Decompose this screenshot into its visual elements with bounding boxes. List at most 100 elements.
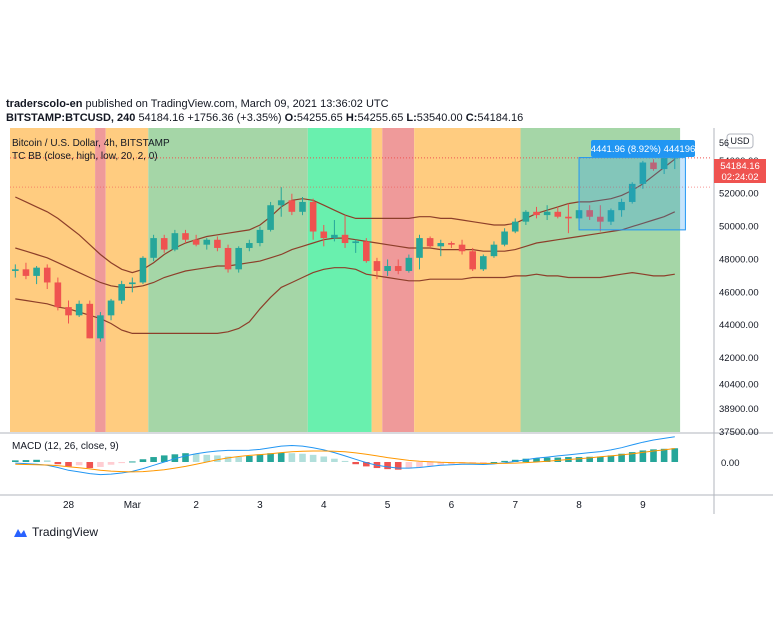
time-tick: 28	[63, 500, 75, 511]
l-label: L:	[406, 112, 417, 124]
macd-hist-bar	[309, 454, 317, 462]
candle-body	[182, 233, 189, 240]
macd-hist-bar	[597, 456, 604, 462]
macd-hist-bar	[203, 454, 211, 462]
candle-body	[639, 162, 647, 184]
measure-label-box	[591, 140, 695, 157]
time-tick: 4	[321, 500, 327, 511]
macd-hist-bar	[43, 460, 51, 462]
macd-line	[15, 436, 675, 476]
currency-badge[interactable]	[726, 133, 754, 149]
candle-body	[533, 211, 540, 216]
candle-body	[618, 201, 625, 211]
time-tick: 2	[193, 500, 199, 511]
macd-pane	[12, 436, 679, 476]
price-tick-top: 56	[719, 138, 729, 148]
macd-hist-bar	[75, 462, 83, 466]
time-tick: 7	[512, 500, 518, 511]
macd-hist-bar	[469, 462, 476, 464]
macd-hist-bar	[246, 455, 253, 462]
candle-body	[331, 234, 338, 239]
candle-body	[224, 247, 232, 270]
candle-body	[650, 162, 657, 170]
zone-7	[414, 128, 521, 432]
chart-header: traderscolo-en published on TradingView.…	[6, 97, 523, 125]
candle-body	[405, 257, 413, 271]
candle-body	[607, 210, 615, 222]
time-tick: 8	[576, 500, 582, 511]
last-price: 54184.16	[138, 112, 185, 124]
candle-body	[458, 244, 466, 252]
macd-hist-bar	[54, 462, 62, 465]
currency-label[interactable]: USD	[730, 136, 750, 146]
candle-body	[235, 247, 242, 270]
zone-8	[520, 128, 681, 432]
candle-body	[65, 307, 72, 316]
macd-hist-bar	[394, 462, 402, 470]
price-tick: 46000.00	[719, 287, 759, 298]
macd-hist-bar	[267, 453, 274, 462]
macd-hist-bar	[256, 454, 264, 462]
candle-body	[54, 282, 62, 308]
macd-legend: MACD (12, 26, close, 9)	[12, 441, 119, 452]
o-label: O:	[284, 112, 297, 124]
zone-5	[371, 128, 383, 432]
price-tick: 48000.00	[719, 254, 759, 265]
tradingview-logo[interactable]: TradingView	[10, 525, 98, 539]
macd-hist-bar	[150, 457, 157, 462]
signal-line	[15, 448, 675, 473]
bb-lower-line	[15, 267, 675, 334]
author-name[interactable]: traderscolo-en	[6, 98, 83, 110]
candle-body	[543, 211, 551, 216]
macd-hist-bar	[331, 458, 338, 462]
candle-body	[448, 243, 455, 245]
macd-hist-bar	[139, 459, 147, 462]
measure-tool	[578, 157, 686, 231]
zone-1	[95, 128, 106, 432]
candle-body	[22, 269, 30, 276]
macd-zero-tick: 0.00	[721, 458, 740, 469]
candle-body	[586, 210, 593, 217]
last-price-tag-value: 54184.16	[720, 161, 760, 172]
candle-body	[288, 200, 296, 212]
candle-body	[267, 205, 274, 230]
macd-hist-bar	[171, 454, 179, 462]
candle-body	[43, 267, 51, 283]
symbol-line[interactable]: BITSTAMP:BTCUSD, 240	[6, 112, 136, 124]
tradingview-cloud-icon	[14, 529, 27, 537]
candle-body	[75, 303, 83, 316]
macd-hist-bar	[607, 455, 615, 462]
macd-hist-bar	[341, 460, 349, 462]
candle-body	[118, 284, 125, 301]
legend-title: Bitcoin / U.S. Dollar, 4h, BITSTAMP	[12, 138, 170, 149]
macd-hist-bar	[12, 460, 19, 462]
macd-hist-bar	[182, 453, 189, 462]
candle-body	[480, 256, 487, 270]
candle-body	[12, 269, 19, 271]
macd-hist-bar	[192, 453, 200, 462]
macd-hist-bar	[65, 462, 72, 467]
measure-range	[578, 157, 686, 231]
macd-hist-bar	[543, 457, 551, 462]
published-text: published on TradingView.com, March 09, …	[85, 98, 389, 110]
c-label: C:	[465, 112, 478, 124]
measure-label: 4441.96 (8.92%) 444196	[591, 144, 696, 155]
macd-hist-bar	[522, 458, 530, 462]
time-tick: Mar	[124, 500, 142, 511]
candle-body	[522, 211, 530, 222]
candle-body	[501, 231, 508, 245]
candle-body	[384, 266, 391, 271]
price-tick: 44000.00	[719, 320, 759, 331]
macd-hist-bar	[480, 462, 487, 463]
macd-hist-bar	[97, 462, 104, 467]
change: +1756.36 (+3.35%)	[187, 112, 282, 124]
candles	[10, 155, 712, 342]
macd-hist-bar	[299, 453, 306, 462]
candle-body	[171, 233, 179, 250]
candle-body	[150, 238, 157, 258]
candle-body	[373, 261, 381, 271]
candle-body	[246, 243, 253, 248]
macd-hist-bar	[628, 452, 636, 462]
price-tick: 37500.00	[719, 427, 759, 438]
